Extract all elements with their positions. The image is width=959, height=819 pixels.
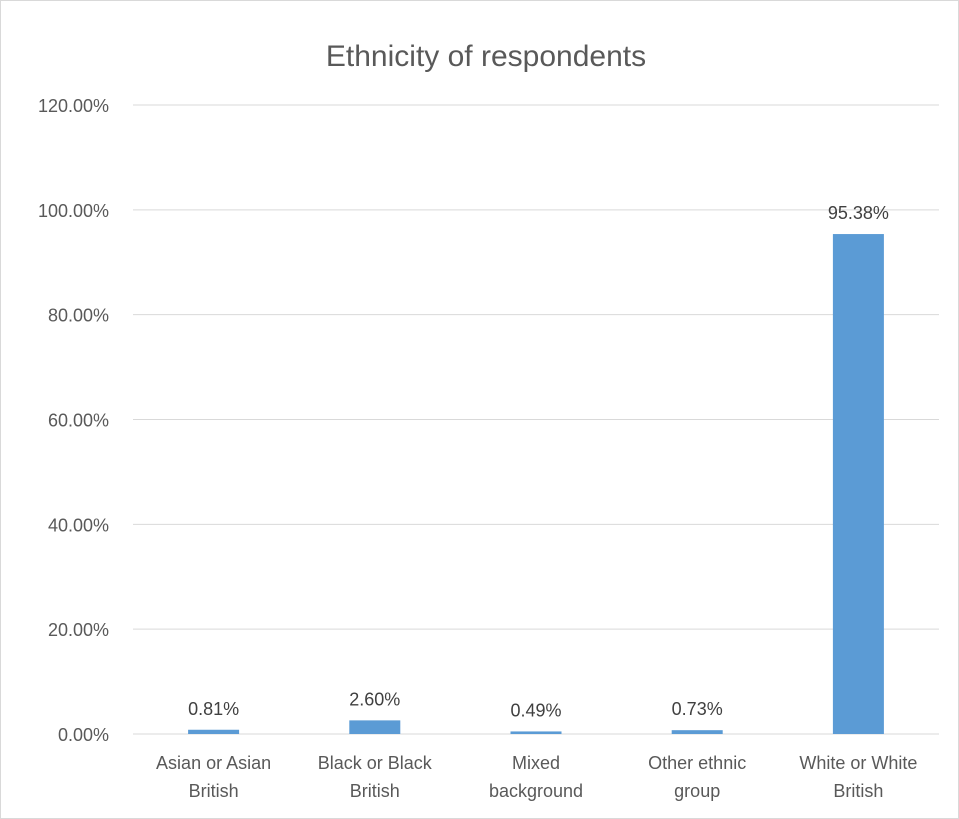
y-tick-label: 100.00%	[38, 201, 109, 221]
category-label-line: British	[833, 781, 883, 801]
category-label-line: Other ethnic	[648, 753, 746, 773]
y-tick-label: 120.00%	[38, 96, 109, 116]
category-label-line: Black or Black	[318, 753, 433, 773]
bar	[188, 729, 240, 734]
bar	[832, 234, 884, 734]
bars	[188, 234, 884, 734]
category-label: White or White British	[799, 753, 917, 801]
category-label: Other ethnic group	[648, 753, 746, 801]
y-tick-label: 60.00%	[48, 411, 109, 431]
y-tick-label: 40.00%	[48, 515, 109, 535]
bar	[510, 731, 562, 734]
y-tick-label: 20.00%	[48, 620, 109, 640]
data-label: 0.49%	[510, 700, 561, 720]
y-tick-label: 0.00%	[58, 725, 109, 745]
category-label-line: group	[674, 781, 720, 801]
data-label: 0.73%	[672, 699, 723, 719]
category-label-line: Asian or Asian	[156, 753, 271, 773]
category-label-line: White or White	[799, 753, 917, 773]
category-label-line: Mixed	[512, 753, 560, 773]
x-axis-category-labels: Asian or Asian British Black or Black Briti…	[156, 753, 917, 801]
category-label: Mixed background	[489, 753, 583, 801]
category-label-line: background	[489, 781, 583, 801]
data-labels: 0.81% 2.60% 0.49% 0.73% 95.38%	[188, 203, 889, 720]
gridlines	[133, 104, 939, 735]
chart-title: Ethnicity of respondents	[326, 40, 646, 73]
bar	[671, 730, 723, 734]
category-label-line: British	[189, 781, 239, 801]
data-label: 95.38%	[828, 203, 889, 223]
category-label: Asian or Asian British	[156, 753, 271, 801]
category-label: Black or Black British	[318, 753, 433, 801]
bar	[349, 720, 401, 734]
category-label-line: British	[350, 781, 400, 801]
data-label: 2.60%	[349, 689, 400, 709]
y-tick-label: 80.00%	[48, 306, 109, 326]
data-label: 0.81%	[188, 699, 239, 719]
y-axis-tick-labels: 0.00% 20.00% 40.00% 60.00% 80.00% 100.00% 120.…	[38, 96, 109, 745]
